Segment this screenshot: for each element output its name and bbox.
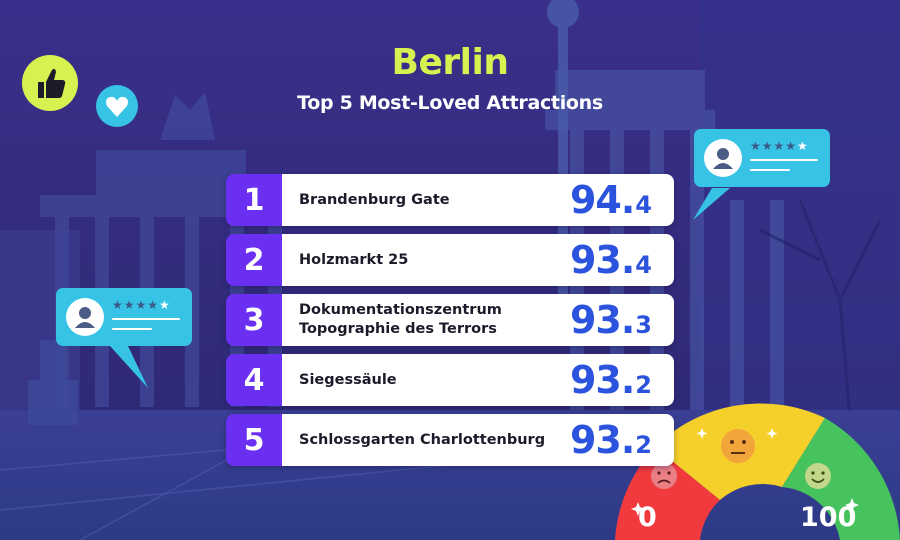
review-bubble-left: ★★★★★ bbox=[56, 288, 192, 346]
attraction-name: Siegessäule bbox=[299, 371, 397, 388]
attraction-score: 93.2 bbox=[569, 418, 652, 462]
user-icon bbox=[66, 298, 104, 336]
happy-face-icon bbox=[805, 463, 831, 489]
rank-number: 5 bbox=[226, 414, 282, 466]
attraction-score: 93.2 bbox=[569, 358, 652, 402]
ranking-row: 2 Holzmarkt 25 93.4 bbox=[226, 234, 674, 286]
rank-number: 3 bbox=[226, 294, 282, 346]
star-icon: ★★★★★ bbox=[112, 298, 171, 312]
thumbs-up-icon bbox=[22, 55, 78, 111]
ranking-list: 1 Brandenburg Gate 94.4 2 Holzmarkt 25 9… bbox=[226, 174, 674, 474]
ranking-row: 3 Dokumentationszentrum Topographie des … bbox=[226, 294, 674, 346]
attraction-score: 93.3 bbox=[569, 298, 652, 342]
attraction-name: Schlossgarten Charlottenburg bbox=[299, 431, 546, 448]
bubble-tail-right bbox=[693, 188, 730, 220]
sad-face-icon bbox=[651, 463, 677, 489]
page-subtitle: Top 5 Most-Loved Attractions bbox=[297, 92, 603, 114]
ranking-row: 5 Schlossgarten Charlottenburg 93.2 bbox=[226, 414, 674, 466]
rank-number: 2 bbox=[226, 234, 282, 286]
attraction-score: 94.4 bbox=[569, 178, 652, 222]
attraction-name: Brandenburg Gate bbox=[299, 191, 450, 208]
attraction-name: Dokumentationszentrum Topographie des Te… bbox=[299, 302, 502, 337]
attraction-name: Holzmarkt 25 bbox=[299, 251, 409, 268]
heart-icon bbox=[96, 85, 138, 127]
review-bubble-right: ★★★★★ bbox=[694, 129, 830, 187]
bubble-tail-left bbox=[110, 346, 148, 388]
gauge-min-label: 0 bbox=[638, 502, 657, 533]
user-icon bbox=[704, 139, 742, 177]
star-icon: ★★★★★ bbox=[750, 139, 809, 153]
neutral-face-icon bbox=[721, 429, 755, 463]
rank-number: 4 bbox=[226, 354, 282, 406]
ranking-row: 4 Siegessäule 93.2 bbox=[226, 354, 674, 406]
attraction-score: 93.4 bbox=[569, 238, 652, 282]
ranking-row: 1 Brandenburg Gate 94.4 bbox=[226, 174, 674, 226]
page-title: Berlin bbox=[391, 42, 509, 83]
gauge-max-label: 100 bbox=[800, 502, 857, 533]
rank-number: 1 bbox=[226, 174, 282, 226]
